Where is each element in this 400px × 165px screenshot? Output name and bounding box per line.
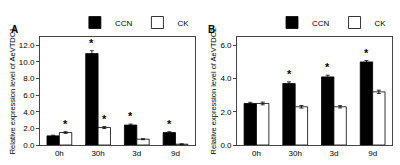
svg-text:3d: 3d [132, 149, 141, 158]
svg-text:0.0: 0.0 [23, 141, 35, 150]
svg-text:30h: 30h [289, 149, 302, 158]
svg-text:CCN: CCN [312, 19, 330, 28]
svg-text:Relative expression level of A: Relative expression level of AeVTDC2 [209, 28, 218, 155]
svg-text:CK: CK [375, 19, 387, 28]
svg-text:9d: 9d [171, 149, 180, 158]
svg-text:*: * [287, 68, 292, 80]
svg-text:30h: 30h [91, 149, 104, 158]
svg-text:8.0: 8.0 [23, 74, 35, 83]
svg-text:4.0: 4.0 [220, 74, 232, 83]
svg-text:2.0: 2.0 [220, 108, 232, 117]
svg-text:10.0: 10.0 [19, 58, 35, 67]
svg-text:0h: 0h [55, 149, 64, 158]
svg-text:*: * [167, 118, 172, 130]
svg-text:B: B [208, 24, 215, 35]
svg-text:Relative expression level of A: Relative expression level of AeVTDC1 [8, 28, 17, 155]
svg-text:3d: 3d [329, 149, 338, 158]
svg-text:*: * [102, 113, 107, 125]
svg-text:CK: CK [177, 19, 189, 28]
svg-text:0.0: 0.0 [220, 141, 232, 150]
svg-text:CCN: CCN [115, 19, 133, 28]
svg-text:*: * [325, 61, 330, 73]
svg-text:9d: 9d [368, 149, 377, 158]
svg-text:*: * [128, 110, 133, 122]
svg-text:12.0: 12.0 [19, 41, 35, 50]
svg-text:*: * [63, 118, 68, 130]
svg-text:2.0: 2.0 [23, 124, 35, 133]
svg-text:*: * [364, 47, 369, 59]
svg-text:6.0: 6.0 [23, 91, 35, 100]
svg-text:6.0: 6.0 [220, 41, 232, 50]
svg-text:*: * [89, 37, 94, 49]
svg-text:0h: 0h [252, 149, 261, 158]
svg-text:A: A [11, 24, 18, 35]
svg-text:4.0: 4.0 [23, 108, 35, 117]
